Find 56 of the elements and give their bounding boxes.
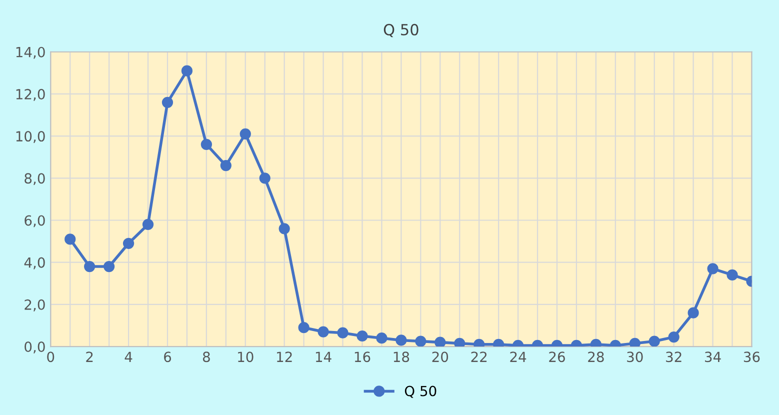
- x-tick-label: 18: [394, 352, 410, 362]
- x-tick-label: 32: [666, 352, 682, 362]
- y-tick-label: 2,0: [24, 299, 45, 312]
- y-tick-label: 6,0: [24, 215, 45, 228]
- point: [84, 260, 96, 272]
- point: [415, 336, 426, 347]
- x-tick-label: 36: [744, 352, 760, 362]
- x-tick-label: 26: [549, 352, 565, 362]
- point: [278, 223, 290, 234]
- point: [337, 327, 348, 338]
- point: [181, 65, 193, 76]
- x-tick-label: 4: [124, 352, 132, 362]
- point: [376, 332, 388, 344]
- y-tick-label: 4,0: [24, 257, 45, 270]
- y-tick-label: 10,0: [16, 131, 45, 143]
- point: [396, 334, 407, 346]
- point: [104, 260, 115, 272]
- point: [707, 263, 718, 274]
- x-tick-label: 28: [588, 352, 604, 362]
- x-tick-label: 8: [202, 352, 210, 362]
- point: [356, 330, 368, 342]
- point: [142, 218, 154, 230]
- point: [162, 96, 174, 108]
- point: [122, 238, 134, 249]
- point: [318, 326, 329, 338]
- point: [434, 336, 446, 347]
- point: [200, 138, 212, 150]
- point: [240, 128, 251, 140]
- x-tick-label: 30: [627, 352, 643, 362]
- point: [64, 234, 76, 245]
- y-tick-label: 14,0: [16, 46, 45, 59]
- x-tick-label: 2: [86, 352, 93, 362]
- x-tick-label: 22: [471, 352, 487, 362]
- x-tick-label: 24: [510, 352, 526, 362]
- x-tick-label: 0: [47, 352, 54, 362]
- x-tick-label: 12: [277, 352, 292, 362]
- point: [726, 269, 738, 281]
- point: [454, 338, 466, 347]
- point: [668, 332, 680, 343]
- chart-title: Q 50: [384, 24, 418, 38]
- point: [259, 172, 270, 184]
- point: [688, 307, 699, 318]
- x-tick-label: 6: [164, 352, 172, 362]
- point: [220, 160, 232, 172]
- legend-label: Q 50: [404, 386, 436, 398]
- x-tick-label: 10: [238, 352, 254, 362]
- x-tick-label: 34: [705, 352, 721, 362]
- y-tick-label: 12,0: [16, 88, 45, 101]
- point: [648, 336, 660, 347]
- point: [629, 338, 640, 347]
- y-tick-label: 8,0: [24, 173, 45, 186]
- y-tick-label: 0,0: [24, 341, 45, 354]
- point: [298, 322, 310, 334]
- x-tick-label: 14: [316, 352, 332, 362]
- x-tick-label: 20: [432, 352, 448, 362]
- x-tick-label: 16: [354, 352, 370, 362]
